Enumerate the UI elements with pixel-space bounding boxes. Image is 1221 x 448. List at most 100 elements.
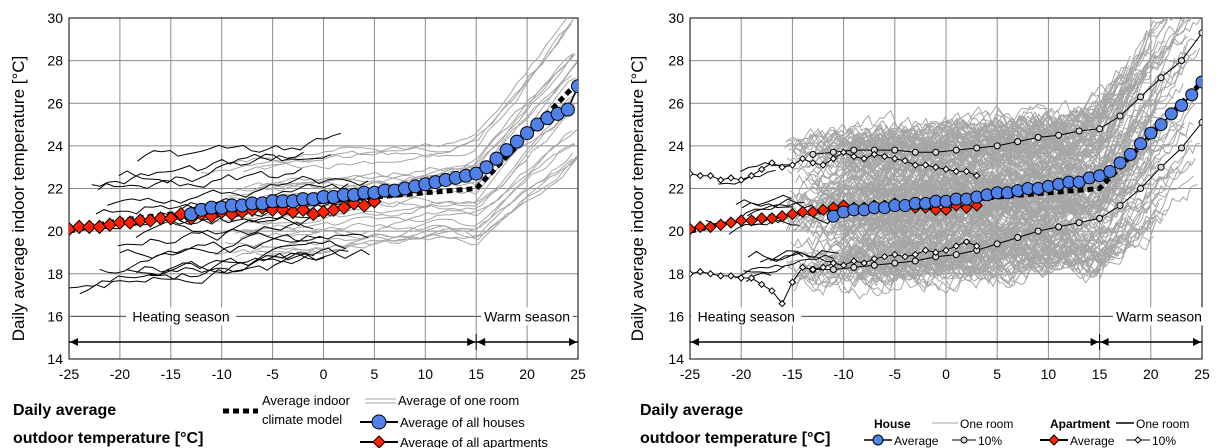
data-point (153, 211, 168, 226)
data-point (850, 146, 858, 154)
data-point (1014, 234, 1022, 242)
room-trace-cold (734, 264, 785, 279)
data-point (765, 212, 779, 225)
room-trace (842, 131, 1188, 238)
data-point (942, 165, 950, 174)
room-trace (239, 143, 576, 239)
data-point (163, 211, 179, 226)
y-tick-label: 14 (668, 351, 684, 367)
legend-marker-apt-avg (1048, 434, 1060, 446)
data-point (942, 246, 950, 255)
room-traces (705, 18, 1201, 300)
room-trace-cold (69, 252, 314, 289)
data-point (122, 215, 138, 230)
y-tick-label: 22 (47, 181, 63, 197)
warm-season-label: Warm season (484, 308, 570, 324)
data-point (499, 143, 514, 158)
data-point (295, 202, 311, 218)
arrow-head (691, 337, 699, 346)
room-trace-cold (125, 240, 347, 276)
room-trace (857, 170, 1067, 227)
room-trace (815, 160, 1161, 238)
series-apartment-10-upper (690, 148, 981, 184)
data-point (768, 287, 776, 295)
x-tick-label: 25 (1194, 366, 1210, 382)
data-point (112, 215, 128, 230)
data-point (911, 161, 919, 169)
data-point (809, 159, 817, 167)
season-label-bg (125, 307, 236, 326)
data-point (1175, 98, 1189, 112)
data-point (796, 205, 809, 219)
legend-label-apt-room: One room (1136, 417, 1189, 431)
data-point (1164, 107, 1178, 121)
room-trace-cold (97, 168, 303, 191)
data-point (880, 252, 889, 261)
data-point (530, 117, 545, 132)
data-point (724, 216, 738, 229)
room-trace (808, 189, 1078, 227)
data-point (747, 274, 756, 282)
room-trace (201, 21, 573, 175)
room-trace (235, 155, 578, 258)
room-trace (788, 235, 1069, 276)
data-point (1075, 127, 1083, 135)
room-trace (821, 103, 1088, 148)
room-trace (834, 19, 1169, 162)
x-tick-label: 10 (1041, 366, 1057, 382)
y-tick-label: 18 (47, 266, 63, 282)
data-point (1185, 88, 1199, 102)
arrow-head (477, 337, 486, 346)
room-trace-cold (759, 252, 834, 263)
data-point (757, 280, 766, 289)
data-point (690, 270, 694, 278)
data-point (1103, 164, 1117, 178)
data-point (1116, 202, 1124, 210)
data-point (1034, 227, 1042, 235)
room-trace (862, 162, 1082, 200)
plot-area (690, 18, 1202, 308)
plot-frame (689, 17, 1203, 360)
room-trace (232, 18, 568, 164)
series-line (69, 80, 578, 234)
data-point (694, 220, 707, 234)
room-trace-cold (136, 249, 349, 274)
data-point (690, 169, 694, 178)
x-tick-label: -10 (212, 366, 232, 382)
y-tick-label: 14 (47, 351, 63, 367)
left-chart: Heating season Warm season -25 -20 -15 -10 -5 0… (9, 10, 586, 448)
data-point (479, 160, 494, 175)
data-point (829, 265, 837, 273)
y-tick-label: 30 (47, 10, 63, 26)
data-point (717, 176, 725, 184)
data-point (1137, 93, 1145, 101)
data-point (706, 172, 715, 180)
data-point (809, 265, 817, 274)
data-point (102, 217, 117, 232)
data-point (952, 146, 960, 154)
x-tick-label: -10 (833, 366, 853, 382)
data-point (696, 267, 704, 276)
y-tick-label: 20 (47, 223, 63, 239)
data-point (357, 198, 372, 213)
data-point (82, 219, 97, 235)
data-point (829, 154, 838, 163)
data-point (1178, 144, 1186, 152)
data-point (901, 252, 909, 261)
data-point (829, 148, 837, 156)
room-trace-cold (95, 183, 349, 215)
data-point (891, 259, 899, 267)
x-tick-label: 0 (320, 366, 328, 382)
data-point (1116, 112, 1124, 120)
data-point (747, 172, 756, 180)
data-point (850, 152, 858, 161)
y-tick-label: 18 (668, 266, 684, 282)
room-trace (786, 242, 1053, 285)
x-axis-title-line2: outdoor temperature [°C] (640, 430, 830, 447)
room-trace (855, 73, 1129, 160)
data-point (778, 163, 786, 171)
legend-marker-house-avg (872, 434, 884, 446)
data-point (1113, 156, 1127, 170)
room-trace-cold (718, 169, 776, 185)
